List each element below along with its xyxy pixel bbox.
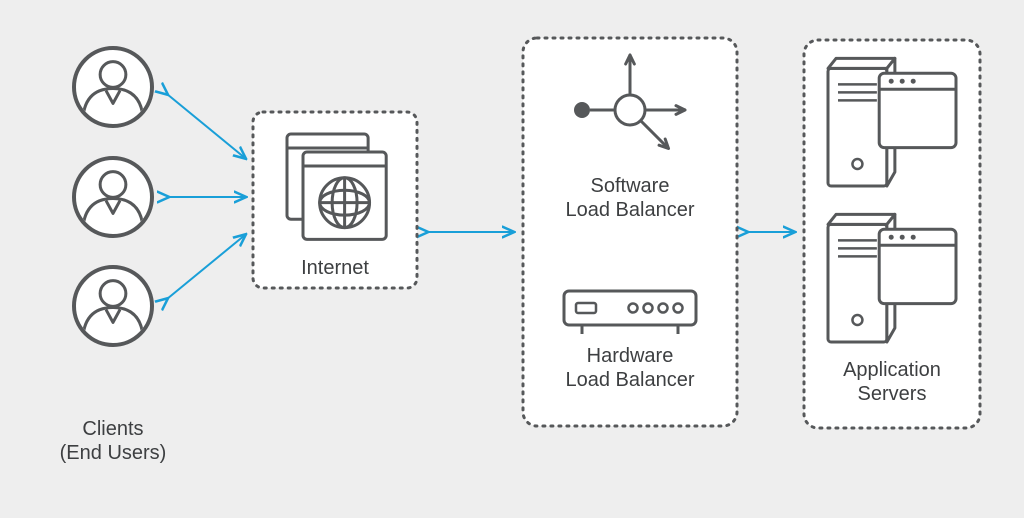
clients-label-line2: (End Users): [60, 442, 167, 464]
architecture-diagram: Clients (End Users) Internet Software Lo…: [0, 0, 1024, 518]
arrow-client1-internet: [167, 94, 245, 158]
arrow-client3-internet: [167, 235, 245, 299]
clients-label-line1: Clients: [82, 418, 143, 440]
user-icon: [74, 267, 152, 345]
app-servers-label-line1: Application: [843, 359, 941, 381]
hardware-lb-label-line2: Load Balancer: [566, 369, 695, 391]
app-servers-label-line2: Servers: [858, 383, 927, 405]
user-icon: [74, 158, 152, 236]
software-lb-label-line1: Software: [591, 175, 670, 197]
software-lb-label-line2: Load Balancer: [566, 199, 695, 221]
user-icon: [74, 48, 152, 126]
internet-label: Internet: [301, 257, 369, 279]
hardware-lb-label-line1: Hardware: [587, 345, 674, 367]
clients-group: [74, 48, 152, 345]
